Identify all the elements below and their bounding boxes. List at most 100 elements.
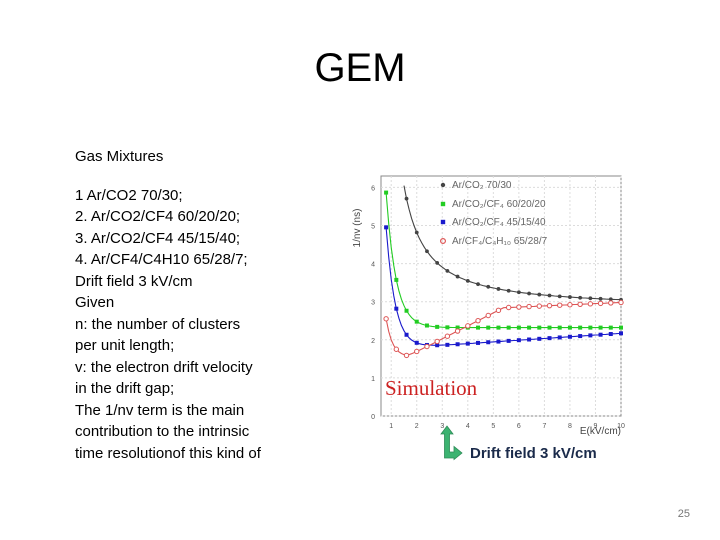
series-ar-co2-cf4-60-marker <box>598 325 603 330</box>
y-tick-label: 4 <box>371 262 375 269</box>
series-ar-co2-marker <box>496 287 501 291</box>
y-axis-label: 1/nv (ns) <box>352 209 363 248</box>
x-axis-label: E(kV/cm) <box>580 426 621 437</box>
up-right-arrow-icon <box>440 425 463 461</box>
x-tick-label: 1 <box>389 423 393 430</box>
x-tick-label: 2 <box>415 423 419 430</box>
series-ar-cf4-c4h10-marker <box>454 328 461 334</box>
series-ar-co2-cf4-45-marker <box>506 338 511 343</box>
series-ar-cf4-c4h10-marker <box>557 302 563 308</box>
legend-entry-3: Ar/CO₂/CF₄ 45/15/40 <box>440 217 546 228</box>
x-tick-label: 6 <box>517 423 521 430</box>
series-ar-co2-cf4-45-marker <box>588 333 593 338</box>
series-ar-co2-cf4-45-marker <box>537 336 542 341</box>
y-tick-label: 2 <box>371 338 375 345</box>
y-tick-label: 6 <box>371 185 375 192</box>
legend-marker-icon <box>440 182 446 188</box>
slide-body-text: Gas Mixtures 1 Ar/CO2 70/30; 2. Ar/CO2/C… <box>75 146 315 464</box>
legend-marker-icon <box>439 237 446 244</box>
series-ar-cf4-c4h10-marker <box>485 312 491 319</box>
x-tick-label: 3 <box>440 423 444 430</box>
plot-curves <box>383 185 624 359</box>
series-ar-co2-cf4-60-marker <box>476 325 481 330</box>
series-ar-co2-cf4-60-marker <box>384 190 389 195</box>
series-ar-cf4-c4h10-marker <box>567 302 573 308</box>
series-ar-cf4-c4h10-marker <box>516 304 522 310</box>
legend-marker-icon <box>440 201 446 207</box>
series-ar-co2-cf4-45-marker <box>527 337 532 342</box>
body-line: n: the number of clusters <box>75 315 241 333</box>
series-ar-co2-cf4-60-marker <box>557 325 562 330</box>
body-line: v: the electron drift velocity <box>75 358 253 376</box>
series-ar-co2-marker <box>455 274 460 279</box>
page-number: 25 <box>677 508 690 520</box>
series-ar-co2-marker <box>506 288 511 293</box>
series-ar-co2-cf4-60-marker <box>496 325 501 330</box>
legend-entry-2: Ar/CO₂/CF₄ 60/20/20 <box>440 199 546 210</box>
series-ar-co2-cf4-60-marker <box>414 319 419 324</box>
x-tick-label: 5 <box>491 423 495 430</box>
body-line: 1 Ar/CO2 70/30; <box>75 186 183 204</box>
series-ar-co2-cf4-60-marker <box>608 325 613 330</box>
y-tick-label: 0 <box>371 414 375 421</box>
series-ar-co2-cf4-45-marker <box>567 334 572 339</box>
series-ar-co2-cf4-60-marker <box>578 325 583 330</box>
series-ar-co2-cf4-60-marker <box>445 325 450 330</box>
body-line: 2. Ar/CO2/CF4 60/20/20; <box>75 208 241 225</box>
series-ar-co2-marker <box>578 295 583 300</box>
series-ar-co2-cf4-45-marker <box>394 306 399 311</box>
series-ar-co2-cf4-60-marker <box>435 324 440 329</box>
series-ar-co2-cf4-60-marker <box>424 323 429 328</box>
series-ar-co2-cf4-60-marker <box>516 325 521 330</box>
series-ar-co2-marker <box>537 292 542 297</box>
series-ar-co2-marker <box>588 296 593 301</box>
series-ar-co2-cf4-45-marker <box>455 342 460 347</box>
axis-ticks: 1 2 3 4 5 6 7 8 9 10 0 1 2 3 4 5 6 <box>371 185 625 430</box>
series-ar-co2-cf4-45-marker <box>414 340 419 345</box>
series-ar-co2-cf4-45-marker <box>557 335 562 340</box>
series-ar-cf4-c4h10-marker <box>536 303 542 309</box>
series-ar-co2-cf4-60-marker <box>506 325 511 330</box>
legend: Ar/CO₂ 70/30 Ar/CO₂/CF₄ 60/20/20 Ar/CO₂/… <box>439 180 548 247</box>
series-ar-co2-cf4-45-marker <box>598 332 603 337</box>
simulation-annotation: Simulation <box>385 376 478 400</box>
series-ar-co2-cf4-45-marker <box>445 342 450 347</box>
series-ar-cf4-c4h10-marker <box>546 302 553 309</box>
body-line: contribution to the intrinsic <box>75 423 250 440</box>
series-ar-cf4-c4h10-marker <box>526 303 532 310</box>
slide-title: GEM <box>314 46 406 90</box>
plot-grid <box>381 176 622 417</box>
y-tick-label: 3 <box>371 300 375 307</box>
series-ar-co2-cf4-45-marker <box>619 331 623 336</box>
series-ar-cf4-c4h10-marker <box>383 316 389 322</box>
series-ar-cf4-c4h10-marker <box>444 333 451 339</box>
series-ar-co2-marker <box>516 290 521 295</box>
body-line: 3. Ar/CO2/CF4 45/15/40; <box>75 229 241 247</box>
series-ar-co2-cf4-45-marker <box>435 343 440 348</box>
legend-entry-4: Ar/CF₄/C₄H₁₀ 65/28/7 <box>439 236 548 247</box>
series-ar-co2-line <box>403 185 622 301</box>
body-line: Drift field 3 kV/cm <box>75 272 193 290</box>
series-ar-cf4-c4h10-marker <box>465 323 471 329</box>
series-ar-co2-cf4-45-marker <box>404 332 409 337</box>
series-ar-cf4-c4h10-marker <box>597 300 604 307</box>
series-ar-co2-marker <box>527 291 531 296</box>
series-ar-co2-cf4-45-marker <box>496 339 501 344</box>
series-ar-co2-marker <box>598 296 603 301</box>
series-ar-co2-cf4-45-marker <box>516 338 521 343</box>
body-line: in the drift gap; <box>75 380 175 397</box>
series-ar-co2-marker <box>476 282 480 287</box>
x-tick-label: 8 <box>568 423 572 430</box>
y-tick-label: 5 <box>371 224 375 231</box>
body-line: Given <box>75 294 115 311</box>
x-tick-label: 9 <box>594 423 598 430</box>
series-ar-cf4-c4h10-marker <box>403 352 410 359</box>
legend-marker-icon <box>440 219 446 225</box>
series-ar-co2-cf4-45-marker <box>465 341 470 346</box>
drift-field-callout: Drift field 3 kV/cm <box>470 445 597 462</box>
series-ar-co2-cf4-60-marker <box>527 325 532 330</box>
series-ar-cf4-c4h10-marker <box>577 301 583 308</box>
series-ar-co2-marker <box>568 295 572 299</box>
series-ar-co2-marker <box>414 230 419 235</box>
series-ar-cf4-c4h10-marker <box>587 301 594 307</box>
